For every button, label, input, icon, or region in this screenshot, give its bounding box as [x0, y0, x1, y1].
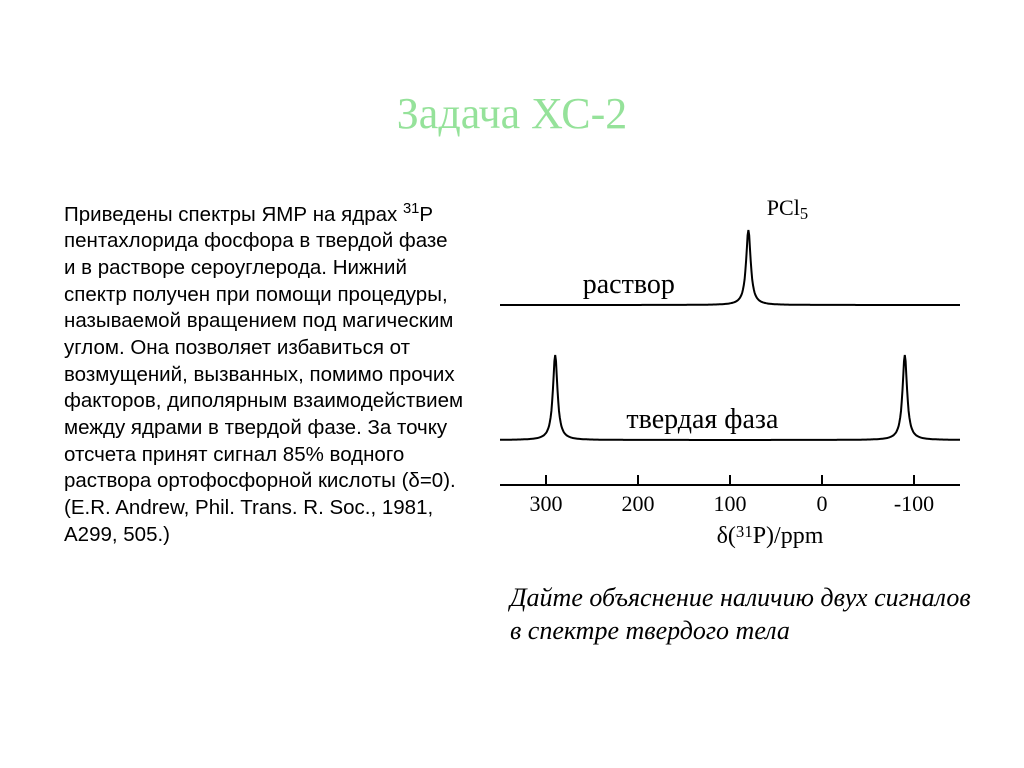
svg-text:0: 0 — [817, 491, 828, 516]
nmr-spectrum-svg: раствор PCl5 твердая фаза 300 200 100 0 -100 δ(3… — [480, 195, 980, 565]
svg-text:δ(31P)/ppm: δ(31P)/ppm — [717, 522, 824, 549]
svg-text:200: 200 — [622, 491, 655, 516]
nmr-spectrum-figure: раствор PCl5 твердая фаза 300 200 100 0 -100 δ(3… — [480, 195, 980, 565]
slide-title: Задача ХС-2 — [0, 88, 1024, 139]
svg-text:300: 300 — [530, 491, 563, 516]
question-text: Дайте объяснение наличию двух сигналов в… — [510, 582, 980, 647]
svg-text:100: 100 — [714, 491, 747, 516]
problem-paragraph: Приведены спектры ЯМР на ядрах 31P пента… — [64, 200, 464, 548]
svg-text:PCl5: PCl5 — [767, 195, 808, 223]
svg-text:раствор: раствор — [583, 269, 675, 300]
svg-text:твердая фаза: твердая фаза — [626, 404, 779, 435]
svg-text:-100: -100 — [894, 491, 934, 516]
